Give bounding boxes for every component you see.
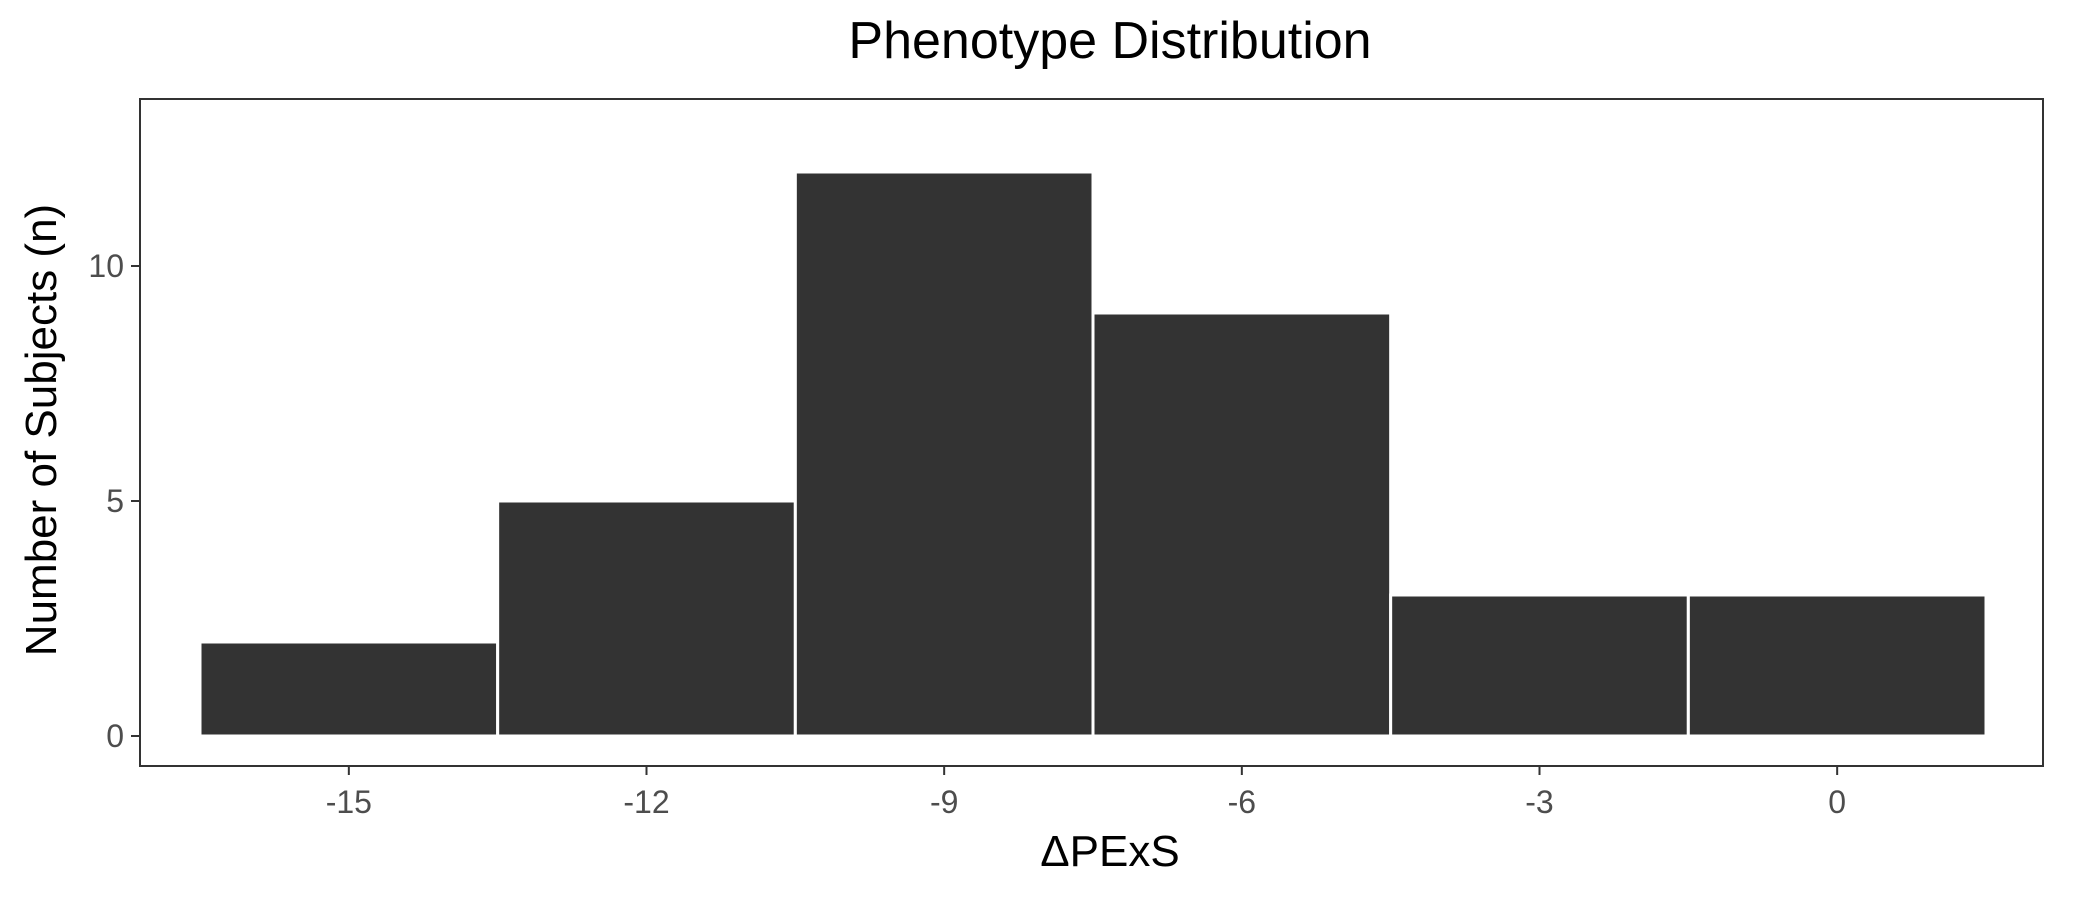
x-tick-label: -3 [1525, 784, 1553, 820]
y-tick-label: 10 [88, 248, 124, 284]
plot-panel-border [139, 98, 2044, 767]
y-tick-label: 5 [106, 483, 124, 519]
x-tick-label: -15 [326, 784, 372, 820]
bars-group [198, 170, 1988, 738]
x-tick-label: 0 [1828, 784, 1846, 820]
histogram-bar [496, 499, 797, 738]
x-tick-label: -9 [930, 784, 958, 820]
histogram-bar [198, 640, 500, 738]
histogram-bar [793, 170, 1095, 738]
histogram-bar [1091, 311, 1393, 738]
x-tick-label: -6 [1228, 784, 1256, 820]
x-axis-title: ΔPExS [1040, 827, 1179, 876]
histogram-bar [1389, 593, 1690, 738]
y-tick-label: 0 [106, 718, 124, 754]
histogram-bar [1686, 593, 1988, 738]
y-axis-title: Number of Subjects (n) [17, 204, 66, 656]
chart-title: Phenotype Distribution [848, 12, 1371, 70]
x-axis: -15 -12 -9 -6 -3 0 [326, 766, 1846, 820]
x-tick-label: -12 [623, 784, 669, 820]
y-axis: 0 5 10 [88, 248, 140, 754]
